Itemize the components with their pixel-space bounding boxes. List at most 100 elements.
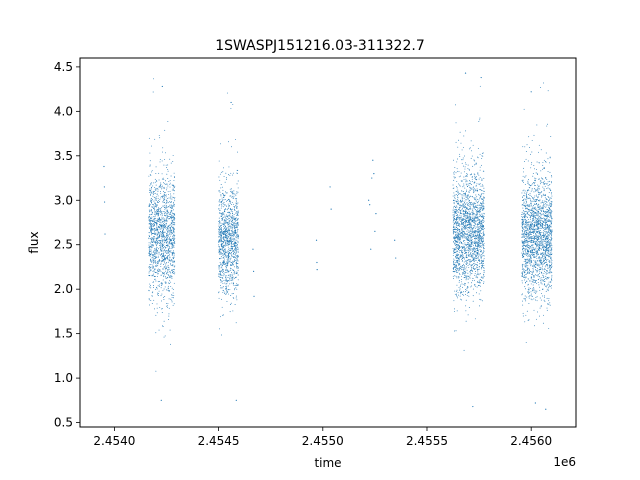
data-point (231, 221, 233, 223)
data-point (453, 266, 455, 268)
data-point (454, 222, 456, 224)
data-point (150, 270, 152, 272)
data-point (223, 273, 225, 275)
data-point (482, 216, 484, 218)
data-point (150, 191, 152, 193)
data-point (480, 237, 482, 239)
data-point (464, 155, 465, 157)
data-point (466, 287, 468, 289)
data-point (222, 286, 224, 288)
data-point (481, 155, 483, 157)
data-point (548, 252, 550, 254)
data-point (165, 227, 167, 229)
data-point (172, 297, 174, 299)
data-point (461, 266, 463, 268)
data-point (535, 215, 536, 217)
data-point (171, 259, 173, 261)
data-point (220, 267, 222, 269)
data-point (461, 233, 463, 235)
data-point (158, 211, 160, 213)
data-point (224, 282, 226, 284)
data-point (479, 166, 481, 168)
data-point (230, 257, 232, 259)
data-point (170, 162, 172, 164)
data-point (537, 213, 539, 215)
data-point (461, 226, 463, 227)
data-point (478, 223, 479, 225)
data-point (478, 228, 480, 230)
data-point (234, 270, 236, 272)
data-point (234, 289, 236, 291)
data-point (164, 195, 166, 196)
data-point (454, 237, 456, 239)
data-point (237, 274, 239, 276)
data-point (464, 187, 466, 189)
data-point (151, 260, 153, 262)
data-point (149, 164, 151, 166)
data-point (475, 244, 476, 246)
data-point (456, 253, 458, 255)
data-point (531, 248, 533, 250)
data-point (229, 221, 231, 223)
data-point (523, 189, 525, 191)
data-point (218, 246, 220, 248)
data-point (221, 230, 222, 232)
data-point (154, 215, 156, 217)
data-point (221, 243, 223, 245)
data-point (170, 250, 172, 252)
data-point (224, 248, 226, 250)
data-point (151, 202, 152, 204)
data-point (163, 247, 165, 249)
data-point (481, 242, 483, 244)
data-point (218, 234, 220, 236)
data-point (453, 176, 455, 178)
data-point (474, 217, 475, 219)
data-point (236, 256, 238, 258)
data-point (168, 269, 170, 271)
data-point (233, 232, 235, 234)
data-point (527, 226, 529, 228)
data-point (154, 275, 156, 277)
data-point (163, 261, 165, 263)
data-point (463, 264, 465, 266)
data-point (544, 185, 546, 187)
data-point (160, 226, 162, 228)
data-point (218, 208, 220, 210)
data-point (160, 254, 162, 255)
data-point (165, 266, 167, 268)
data-point (232, 241, 234, 243)
data-point (229, 174, 231, 176)
data-point (481, 223, 483, 225)
data-point (220, 222, 222, 224)
data-point (153, 250, 155, 252)
data-point (457, 292, 459, 294)
data-point (168, 235, 170, 237)
data-point (219, 226, 220, 228)
data-point (550, 240, 551, 242)
data-point (151, 206, 153, 207)
data-point (541, 213, 543, 215)
data-point (162, 201, 164, 203)
data-point (452, 232, 454, 234)
data-point (149, 250, 150, 252)
data-point (148, 209, 150, 211)
data-point (478, 293, 480, 295)
data-point (477, 236, 479, 238)
data-point (465, 291, 466, 293)
data-point (230, 233, 232, 234)
data-point (154, 231, 156, 233)
data-point (457, 211, 459, 213)
data-point (233, 231, 235, 233)
data-point (229, 222, 231, 224)
data-point (172, 197, 174, 198)
data-point (236, 211, 238, 213)
data-point (166, 268, 168, 270)
data-point (460, 233, 462, 235)
data-point (170, 175, 172, 177)
data-point (231, 190, 233, 192)
data-point (465, 252, 467, 254)
data-point (233, 238, 235, 240)
data-point (161, 300, 162, 302)
data-point (470, 227, 472, 229)
data-point (483, 240, 485, 242)
